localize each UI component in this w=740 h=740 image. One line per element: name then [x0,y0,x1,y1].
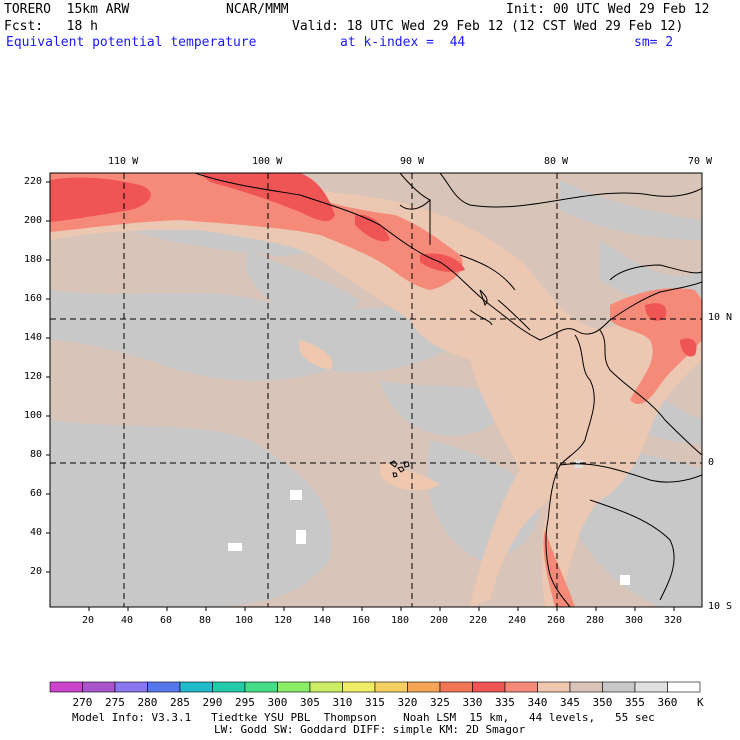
colorbar-label: 315 [365,696,385,709]
x-tick: 280 [586,615,605,626]
colorbar-swatch [537,681,571,693]
y-tick: 180 [24,254,43,265]
y-tick: 160 [24,293,43,304]
y-tick: 80 [30,449,43,460]
colorbar-swatch [277,681,311,693]
y-tick: 140 [24,332,43,343]
valid-time: Valid: 18 UTC Wed 29 Feb 12 (12 CST Wed … [292,19,684,34]
x-tick: 260 [547,615,566,626]
lat-label-10s: 10 S [708,601,733,612]
y-tick: 100 [24,410,43,421]
y-tick: 40 [30,527,43,538]
lon-label-90w: 90 W [400,156,425,167]
colorbar-label: 335 [495,696,515,709]
colorbar-label: 355 [625,696,645,709]
colorbar-label: 325 [430,696,450,709]
y-tick: 200 [24,215,43,226]
colorbar-label: 350 [592,696,613,709]
model-info-line2: LW: Godd SW: Goddard DIFF: simple KM: 2D… [214,723,526,736]
y-tick: 60 [30,488,43,499]
colorbar-swatch [82,681,116,693]
colorbar-swatch [407,681,441,693]
colorbar-unit: K [697,696,704,709]
colorbar-label: 310 [332,696,353,709]
x-tick: 60 [160,615,173,626]
colorbar [49,681,701,693]
y-tick: 20 [30,566,43,577]
colorbar-label: 320 [397,696,418,709]
field-name: Equivalent potential temperature [6,35,257,50]
colorbar-swatch [342,681,376,693]
colorbar-swatch [504,681,538,693]
colorbar-swatch [309,681,343,693]
x-tick: 320 [664,615,683,626]
x-tick: 240 [508,615,527,626]
colorbar-label: 290 [202,696,223,709]
colorbar-swatch [114,681,148,693]
lon-label-100w: 100 W [252,156,283,167]
colorbar-label: 300 [267,696,288,709]
x-tick: 100 [235,615,254,626]
colorbar-swatch [244,681,278,693]
level-label: at k-index = 44 [340,35,466,50]
x-tick: 120 [274,615,293,626]
graticule [50,173,702,607]
plot-frame [49,172,703,608]
lat-label-0: 0 [708,457,715,468]
model-title: TORERO 15km ARW [4,2,130,17]
forecast-hour: Fcst: 18 h [4,19,98,34]
y-tick: 120 [24,371,43,382]
institution-label: NCAR/MMM [226,2,289,17]
colorbar-swatch [667,681,701,693]
colorbar-label: 280 [137,696,158,709]
x-tick: 80 [199,615,212,626]
x-tick: 140 [313,615,332,626]
colorbar-swatch [374,681,408,693]
colorbar-label: 360 [657,696,678,709]
colorbar-label: 345 [560,696,580,709]
lon-label-110w: 110 W [108,156,139,167]
coastlines [194,173,702,607]
colorbar-label: 285 [170,696,190,709]
colorbar-label: 270 [72,696,93,709]
x-tick: 160 [352,615,371,626]
colorbar-swatch [634,681,668,693]
colorbar-swatch [212,681,246,693]
x-tick: 300 [625,615,644,626]
colorbar-label: 305 [300,696,320,709]
colorbar-swatch [49,681,83,693]
x-tick: 40 [121,615,134,626]
colorbar-label: 330 [462,696,483,709]
lat-label-10n: 10 N [708,312,733,323]
colorbar-swatch [147,681,181,693]
lon-label-80w: 80 W [544,156,569,167]
model-info-line1: Model Info: V3.3.1 Tiedtke YSU PBL Thomp… [72,711,655,724]
x-tick: 20 [82,615,95,626]
lon-label-70w: 70 W [688,156,713,167]
colorbar-swatch [569,681,603,693]
x-tick: 220 [469,615,488,626]
colorbar-label: 295 [235,696,255,709]
x-tick: 180 [391,615,410,626]
colorbar-swatch [602,681,636,693]
axis-ticks [46,181,675,611]
init-time: Init: 00 UTC Wed 29 Feb 12 [506,2,710,17]
x-tick: 200 [430,615,449,626]
colorbar-swatch [472,681,506,693]
colorbar-swatch [179,681,213,693]
colorbar-label: 275 [105,696,125,709]
colorbar-swatch [439,681,473,693]
y-tick: 220 [24,176,43,187]
smoothing-label: sm= 2 [634,35,674,50]
field-shading [50,173,702,607]
colorbar-label: 340 [527,696,548,709]
